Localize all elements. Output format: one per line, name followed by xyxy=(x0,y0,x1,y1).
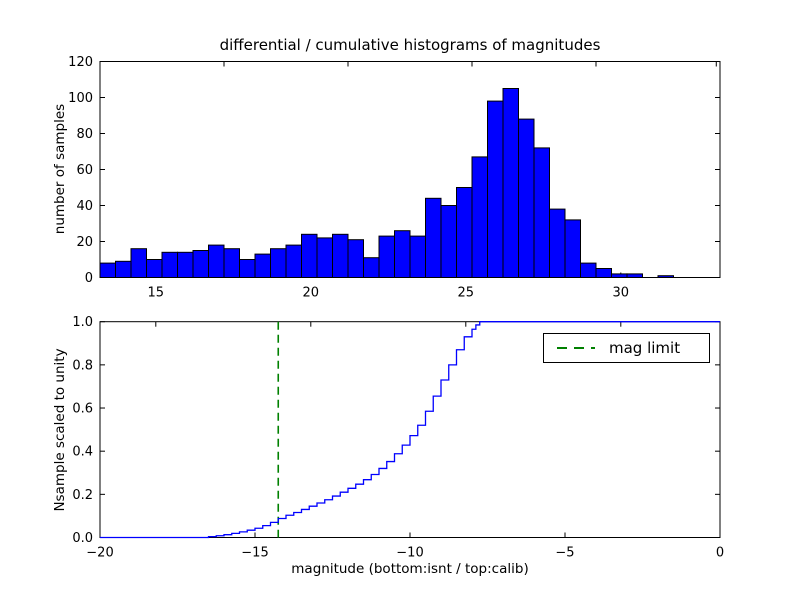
hist-bar xyxy=(254,253,271,279)
x-tick-label: 15 xyxy=(148,286,165,301)
x-tick-label: −5 xyxy=(555,546,574,561)
hist-bar xyxy=(409,235,426,279)
x-tick-label: 25 xyxy=(458,286,475,301)
x-tick-label: 20 xyxy=(303,286,320,301)
hist-bar xyxy=(502,88,519,278)
hist-bar xyxy=(580,262,597,279)
hist-bar xyxy=(208,244,225,279)
hist-bar xyxy=(487,100,504,278)
hist-bar xyxy=(285,244,302,279)
hist-bar xyxy=(239,259,256,278)
legend-label: mag limit xyxy=(609,339,681,357)
hist-bar xyxy=(378,235,395,279)
x-tick-label: −15 xyxy=(241,546,268,561)
mag-limit-dash-icon xyxy=(557,347,595,349)
hist-bar xyxy=(146,259,163,278)
axes-frame xyxy=(99,61,721,278)
hist-bar xyxy=(347,239,364,278)
hist-bar xyxy=(533,147,550,278)
axes-frame xyxy=(99,321,721,539)
y-tick-label: 1.0 xyxy=(72,315,93,330)
cumulative-curve xyxy=(100,321,720,539)
hist-bar xyxy=(192,250,209,278)
hist-bar xyxy=(626,273,643,278)
hist-bar xyxy=(316,237,333,278)
y-tick-label: 0.2 xyxy=(72,488,93,503)
x-tick-label: −20 xyxy=(86,546,113,561)
hist-bar xyxy=(456,187,473,278)
hist-bar xyxy=(332,233,349,279)
hist-bar xyxy=(564,219,581,278)
hist-bar xyxy=(611,273,628,278)
hist-bar xyxy=(394,230,411,278)
hist-bar xyxy=(99,262,116,279)
y-tick-label: 60 xyxy=(76,163,93,178)
x-tick-label: 0 xyxy=(716,546,724,561)
y-tick-label: 0 xyxy=(85,271,93,286)
x-tick-label: 30 xyxy=(613,286,630,301)
x-tick-label: −10 xyxy=(396,546,423,561)
hist-bar xyxy=(130,248,147,278)
legend: mag limit xyxy=(543,333,710,363)
hist-bar xyxy=(161,251,178,279)
bottom-plot-xlabel: magnitude (bottom:isnt / top:calib) xyxy=(291,561,529,577)
hist-bar xyxy=(177,251,194,279)
hist-bar xyxy=(223,248,240,278)
y-tick-label: 120 xyxy=(68,55,93,70)
y-tick-label: 40 xyxy=(76,199,93,214)
y-tick-label: 20 xyxy=(76,235,93,250)
hist-bar xyxy=(115,260,132,278)
hist-bar xyxy=(425,197,442,278)
hist-bar xyxy=(363,257,380,279)
y-tick-label: 80 xyxy=(76,127,93,142)
y-tick-label: 0.4 xyxy=(72,445,93,460)
y-tick-label: 100 xyxy=(68,91,93,106)
hist-bar xyxy=(549,208,566,279)
hist-bar xyxy=(595,268,612,278)
hist-bar xyxy=(518,118,535,278)
hist-bar xyxy=(270,248,287,278)
y-tick-label: 0.0 xyxy=(72,531,93,546)
hist-bar xyxy=(471,156,488,278)
figure-title: differential / cumulative histograms of … xyxy=(219,36,601,54)
hist-bar xyxy=(440,205,457,278)
top-histogram-axes: 15 20 25 30 0 20 40 60 80 100 120 xyxy=(68,55,721,301)
hist-bar xyxy=(301,233,318,279)
bottom-cumulative-axes: −20 −15 −10 −5 0 0.0 0.2 0.4 0.6 0.8 1.0 xyxy=(72,315,724,560)
y-tick-label: 0.6 xyxy=(72,402,93,417)
y-tick-label: 0.8 xyxy=(72,358,93,373)
